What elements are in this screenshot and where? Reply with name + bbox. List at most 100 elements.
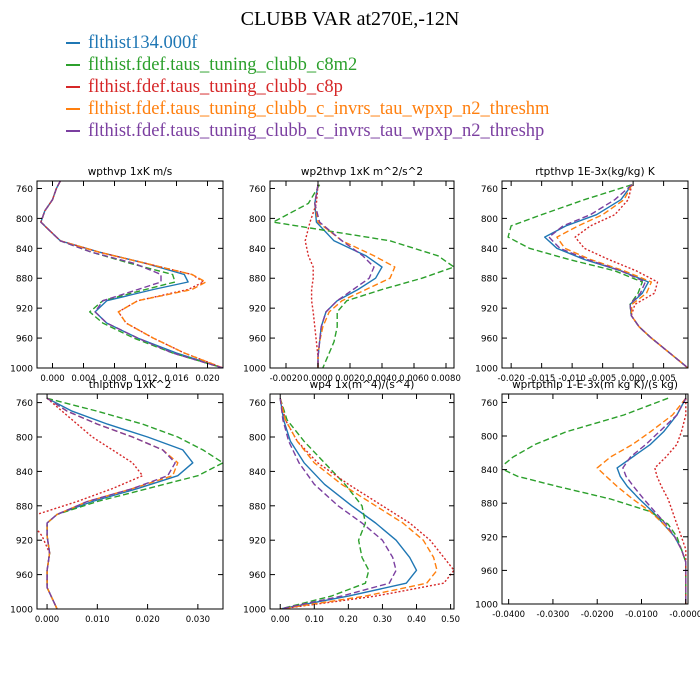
- x-tick-label: 0.10: [305, 615, 324, 625]
- y-tick-label: 920: [16, 305, 33, 315]
- axes-frame: [269, 180, 455, 369]
- panel-title: wpthvp 1xK m/s: [88, 166, 173, 178]
- axes-frame: [36, 180, 224, 369]
- x-tick-label: 0.000: [35, 615, 59, 625]
- y-tick-label: 920: [481, 305, 498, 315]
- legend-entry: flthist.fdef.taus_tuning_clubb_c8p: [66, 76, 549, 98]
- series-line: [279, 398, 418, 609]
- panel-title: rtpthvp 1E-3x(kg/kg) K: [535, 166, 656, 178]
- y-tick-label: 800: [481, 433, 498, 443]
- series-line: [279, 398, 438, 609]
- legend-label: flthist.fdef.taus_tuning_clubb_c8m2: [88, 54, 358, 75]
- x-tick-label: 0.00: [271, 615, 290, 625]
- y-tick-label: 1000: [243, 606, 266, 616]
- x-tick-label: 0.010: [85, 615, 109, 625]
- legend-line-swatch: [66, 130, 80, 132]
- y-tick-label: 1000: [475, 365, 498, 375]
- x-tick-label: -0.0020: [270, 374, 303, 384]
- x-tick-label: 0.004: [71, 374, 95, 384]
- legend-entry: flthist.fdef.taus_tuning_clubb_c8m2: [66, 54, 549, 76]
- panel-title: wp4 1x(m^4)/(s^4): [310, 379, 415, 391]
- legend-line-swatch: [66, 64, 80, 66]
- y-tick-label: 800: [16, 215, 33, 225]
- y-tick-label: 960: [249, 335, 266, 345]
- x-tick-label: 0.000: [621, 374, 645, 384]
- x-tick-label: -0.0100: [625, 610, 658, 620]
- y-tick-label: 1000: [10, 606, 33, 616]
- chart-panel: wp4 1x(m^4)/(s^4) 760 800 840 880 920 960 1000 0…: [243, 379, 460, 625]
- series-line: [314, 184, 375, 368]
- series-line: [46, 397, 194, 609]
- legend: flthist134.000f flthist.fdef.taus_tuning…: [66, 32, 549, 142]
- x-tick-label: -0.005: [589, 374, 616, 384]
- series-line: [654, 398, 687, 604]
- y-tick-label: 760: [481, 185, 498, 195]
- y-tick-label: 880: [16, 275, 33, 285]
- panel-title: wp2thvp 1xK m^2/s^2: [301, 166, 423, 178]
- y-tick-label: 920: [16, 537, 33, 547]
- series-line: [46, 397, 223, 609]
- y-tick-label: 800: [249, 434, 266, 444]
- series-line: [556, 184, 688, 368]
- series-line: [272, 184, 454, 368]
- x-tick-label: -0.0000: [669, 610, 700, 620]
- axes-frame: [36, 393, 224, 610]
- x-tick-label: 0.0060: [399, 374, 429, 384]
- legend-line-swatch: [66, 86, 80, 88]
- y-tick-label: 840: [249, 468, 266, 478]
- y-tick-label: 880: [249, 502, 266, 512]
- x-tick-label: -0.0300: [537, 610, 570, 620]
- y-tick-label: 840: [481, 245, 498, 255]
- chart-panel: wprtpthlp 1-E-3x(m kg K)/(s kg) 760 800 840…: [475, 379, 700, 620]
- x-tick-label: 0.020: [195, 374, 219, 384]
- legend-label: flthist134.000f: [88, 32, 198, 53]
- y-tick-label: 1000: [243, 365, 266, 375]
- y-tick-label: 840: [249, 245, 266, 255]
- y-tick-label: 920: [249, 305, 266, 315]
- series-line: [314, 184, 383, 368]
- x-tick-label: 0.020: [135, 615, 159, 625]
- series-line: [40, 181, 223, 368]
- x-tick-label: -0.0200: [581, 610, 614, 620]
- series-line: [46, 397, 176, 609]
- axes-frame: [501, 180, 689, 369]
- y-tick-label: 960: [249, 571, 266, 581]
- x-tick-label: 0.30: [373, 615, 392, 625]
- y-tick-label: 960: [16, 335, 33, 345]
- y-tick-label: 920: [481, 533, 498, 543]
- x-tick-label: 0.50: [441, 615, 460, 625]
- x-tick-label: 0.016: [164, 374, 188, 384]
- y-tick-label: 760: [16, 185, 33, 195]
- series-line: [279, 398, 370, 609]
- series-line: [279, 398, 397, 609]
- chart-panel: thlpthvp 1xK^2 760 800 840 880 920 960 10000.00…: [10, 379, 224, 625]
- y-tick-label: 960: [16, 571, 33, 581]
- x-tick-label: 0.012: [133, 374, 157, 384]
- series-line: [40, 181, 223, 368]
- legend-label: flthist.fdef.taus_tuning_clubb_c_invrs_t…: [88, 120, 545, 141]
- y-tick-label: 840: [16, 468, 33, 478]
- y-tick-label: 1000: [475, 601, 498, 611]
- y-tick-label: 840: [481, 466, 498, 476]
- x-tick-label: -0.015: [528, 374, 555, 384]
- legend-entry: flthist134.000f: [66, 32, 549, 54]
- legend-line-swatch: [66, 42, 80, 44]
- axes-frame: [501, 393, 689, 605]
- series-line: [502, 397, 687, 604]
- y-tick-label: 960: [481, 567, 498, 577]
- x-tick-label: 0.40: [407, 615, 426, 625]
- y-tick-label: 760: [249, 399, 266, 409]
- y-tick-label: 800: [481, 215, 498, 225]
- x-tick-label: 0.030: [186, 615, 210, 625]
- series-line: [314, 184, 396, 368]
- x-tick-label: -0.0400: [492, 610, 525, 620]
- y-tick-label: 960: [481, 335, 498, 345]
- legend-entry: flthist.fdef.taus_tuning_clubb_c_invrs_t…: [66, 98, 549, 120]
- y-tick-label: 880: [16, 502, 33, 512]
- x-tick-label: 0.0020: [335, 374, 365, 384]
- y-tick-label: 880: [481, 500, 498, 510]
- x-tick-label: 0.0040: [367, 374, 397, 384]
- series-line: [304, 184, 319, 368]
- y-tick-label: 760: [481, 399, 498, 409]
